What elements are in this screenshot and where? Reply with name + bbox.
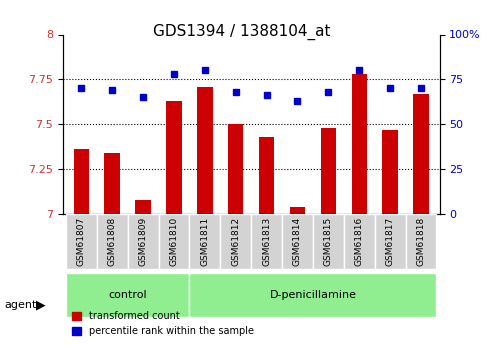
FancyBboxPatch shape <box>128 214 158 269</box>
Bar <box>413 94 429 214</box>
Bar <box>228 124 243 214</box>
Bar <box>290 207 305 214</box>
Text: D-penicillamine: D-penicillamine <box>270 290 356 300</box>
FancyBboxPatch shape <box>375 214 406 269</box>
FancyBboxPatch shape <box>158 214 189 269</box>
FancyBboxPatch shape <box>282 214 313 269</box>
Text: GSM61811: GSM61811 <box>200 217 209 266</box>
Text: ▶: ▶ <box>36 299 46 312</box>
Bar <box>352 74 367 214</box>
Text: GSM61809: GSM61809 <box>139 217 148 266</box>
Text: agent: agent <box>5 300 37 310</box>
Bar <box>383 130 398 214</box>
Text: GSM61813: GSM61813 <box>262 217 271 266</box>
Bar <box>104 153 120 214</box>
Text: GSM61810: GSM61810 <box>170 217 178 266</box>
Text: GSM61818: GSM61818 <box>416 217 426 266</box>
Text: GDS1394 / 1388104_at: GDS1394 / 1388104_at <box>153 24 330 40</box>
Bar <box>259 137 274 214</box>
Text: control: control <box>108 290 147 300</box>
Bar <box>73 149 89 214</box>
Text: GSM61814: GSM61814 <box>293 217 302 266</box>
Bar <box>166 101 182 214</box>
Text: GSM61807: GSM61807 <box>77 217 86 266</box>
Bar <box>197 87 213 214</box>
FancyBboxPatch shape <box>66 273 189 317</box>
Text: GSM61815: GSM61815 <box>324 217 333 266</box>
FancyBboxPatch shape <box>406 214 437 269</box>
Bar <box>321 128 336 214</box>
Legend: transformed count, percentile rank within the sample: transformed count, percentile rank withi… <box>68 307 258 340</box>
Text: GSM61812: GSM61812 <box>231 217 240 266</box>
FancyBboxPatch shape <box>66 214 97 269</box>
FancyBboxPatch shape <box>344 214 375 269</box>
Text: GSM61817: GSM61817 <box>385 217 395 266</box>
FancyBboxPatch shape <box>189 214 220 269</box>
FancyBboxPatch shape <box>251 214 282 269</box>
Text: GSM61816: GSM61816 <box>355 217 364 266</box>
FancyBboxPatch shape <box>220 214 251 269</box>
Bar <box>135 199 151 214</box>
FancyBboxPatch shape <box>313 214 344 269</box>
FancyBboxPatch shape <box>97 214 128 269</box>
FancyBboxPatch shape <box>189 273 437 317</box>
Text: GSM61808: GSM61808 <box>108 217 117 266</box>
